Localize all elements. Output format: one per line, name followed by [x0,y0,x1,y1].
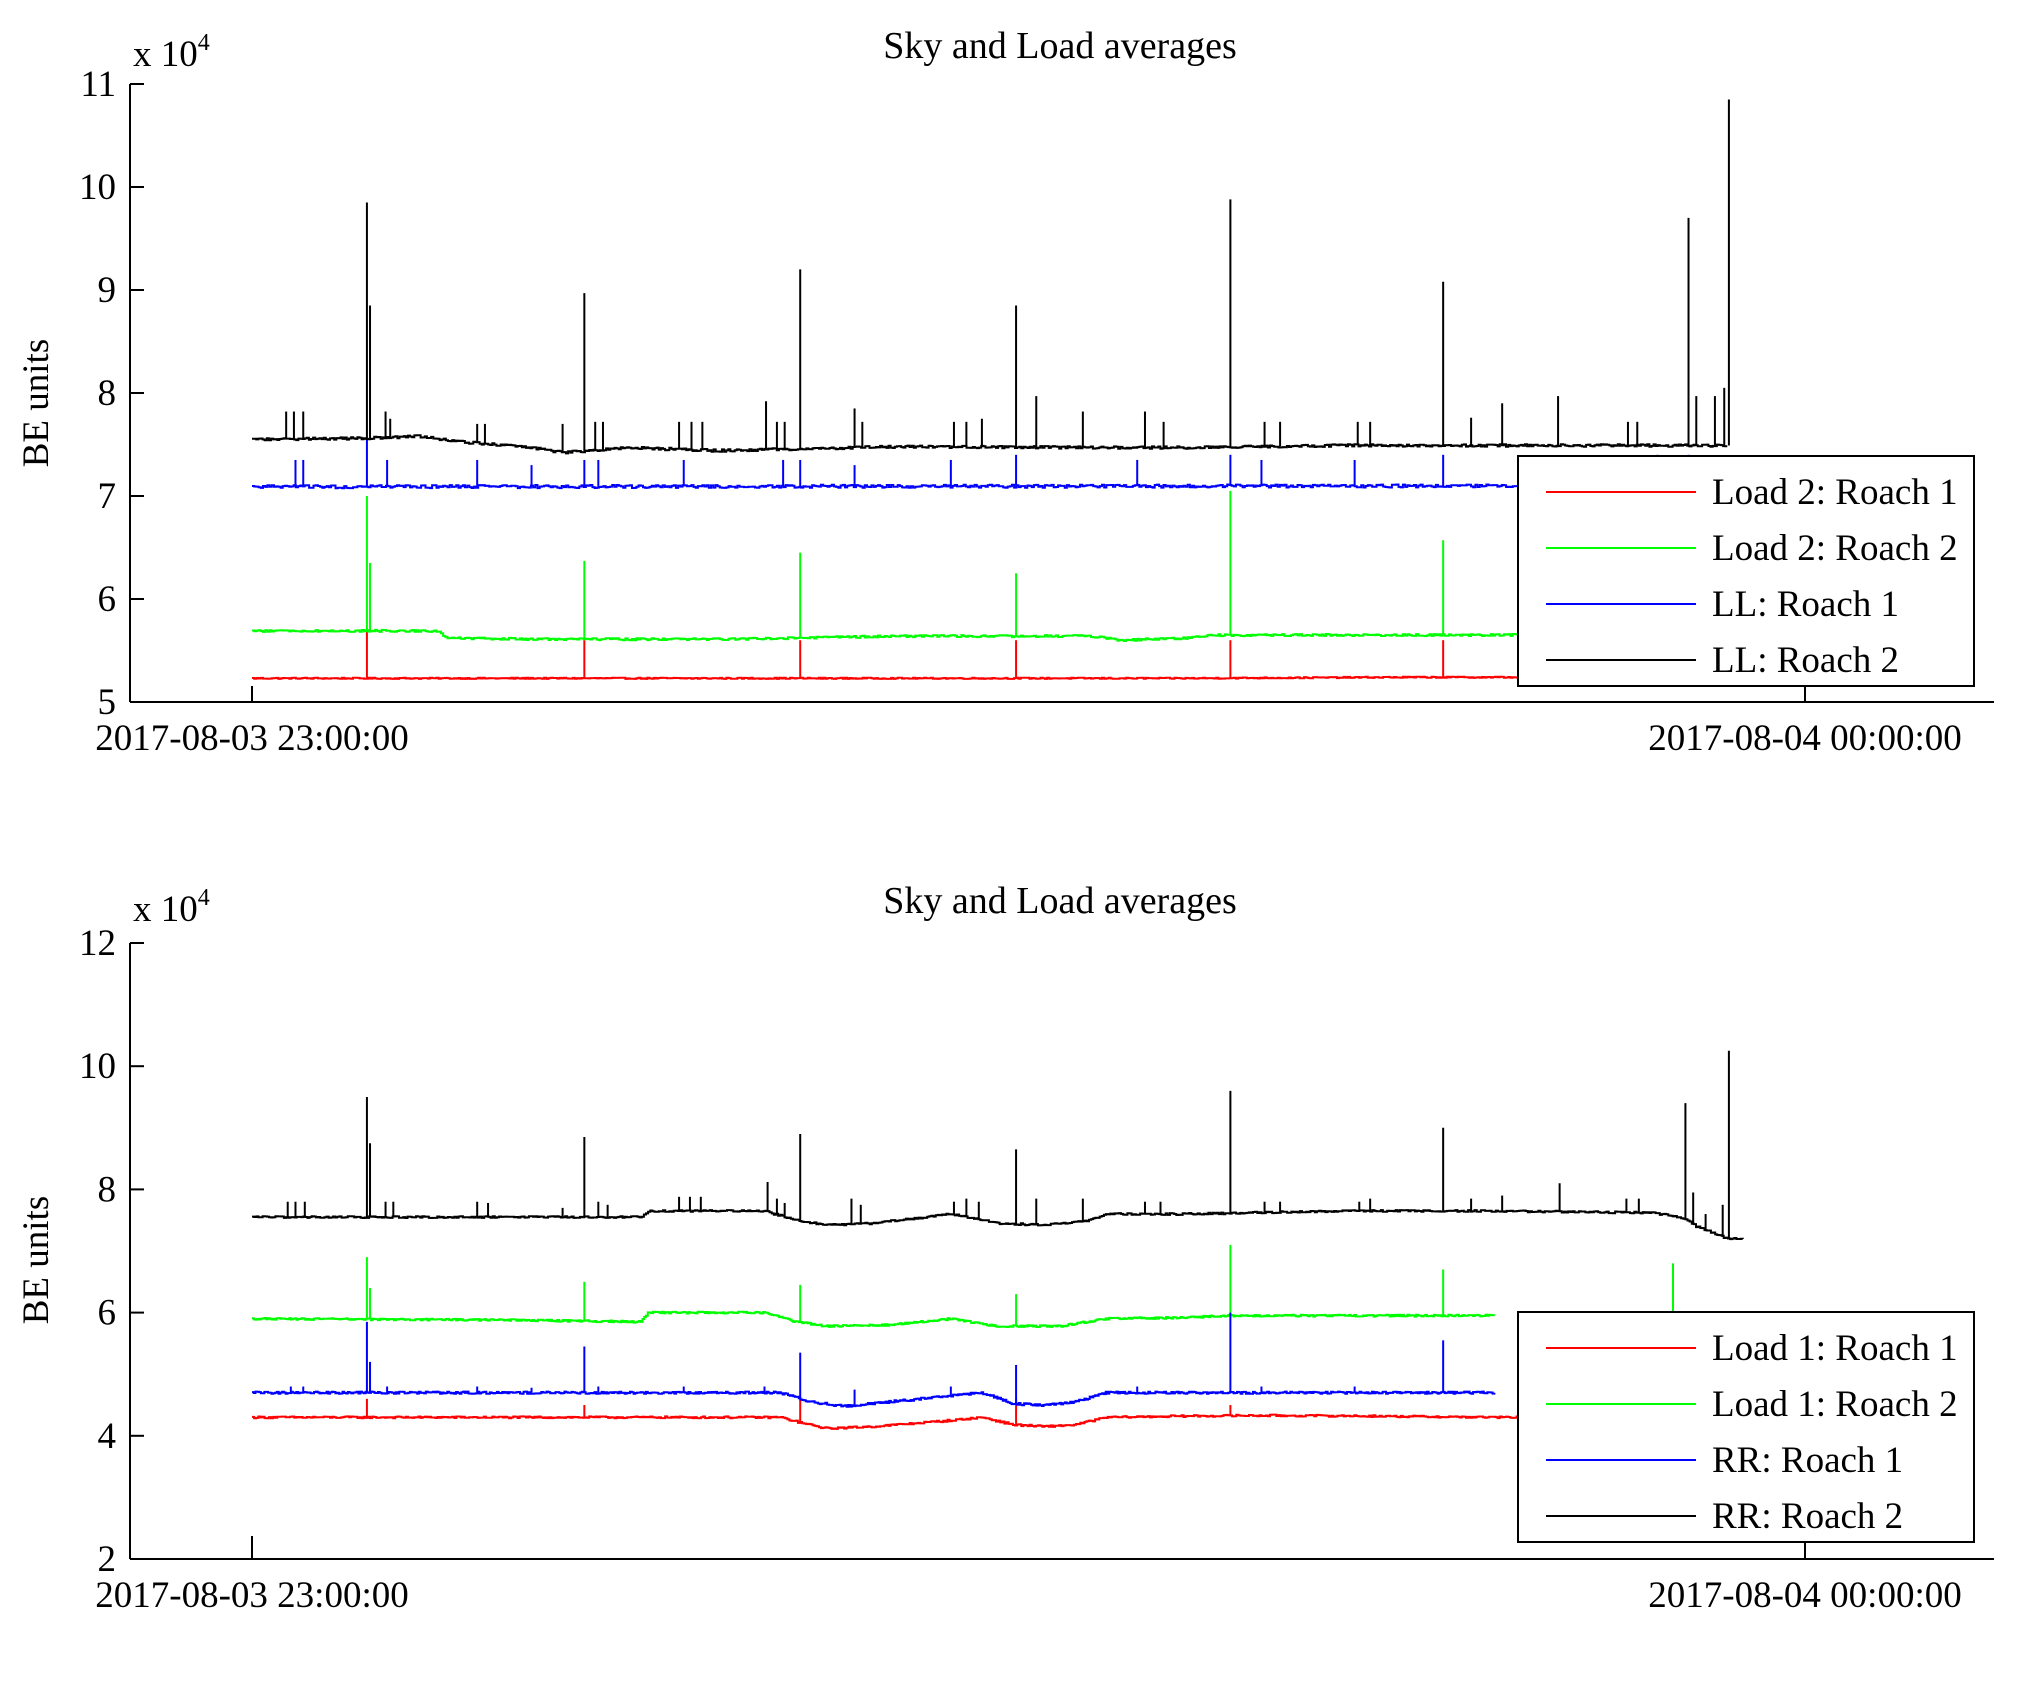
legend: Load 2: Roach 1 Load 2: Roach 2 LL: Roach … [1517,455,1975,687]
series-line [252,1310,1496,1328]
legend-label: Load 2: Roach 2 [1712,528,1958,569]
y-tick-label: 2 [98,1539,117,1580]
x-tick-label: 2017-08-03 23:00:00 [95,1575,408,1616]
y-ticks: 5 6 7 8 9 10 11 [79,64,144,723]
chart-title: Sky and Load averages [883,880,1237,922]
legend-label: RR: Roach 2 [1712,1496,1903,1537]
y-tick-label: 6 [98,579,117,620]
y-tick-label: 10 [79,1046,116,1087]
y-tick-label: 6 [98,1293,117,1334]
legend-label: Load 1: Roach 2 [1712,1384,1958,1425]
legend: Load 1: Roach 1 Load 1: Roach 2 RR: Roach … [1517,1311,1975,1543]
plot-area [252,1050,1744,1430]
y-tick-label: 9 [98,270,117,311]
chart-panel-top: Sky and Load averages x 104 BE units 5 6 7… [16,25,1994,759]
x-tick-label: 2017-08-04 00:00:00 [1648,718,1961,759]
y-tick-label: 5 [98,682,117,723]
y-tick-label: 12 [79,923,116,964]
x-tick-label: 2017-08-04 00:00:00 [1648,1575,1961,1616]
y-tick-label: 8 [98,1169,117,1210]
y-ticks: 2 4 6 8 10 12 [79,923,144,1580]
y-multiplier: x 104 [133,30,210,75]
y-tick-label: 8 [98,373,117,414]
legend-label: LL: Roach 2 [1712,640,1899,681]
chart-panel-bottom: Sky and Load averages x 104 BE units 2 4 6… [16,880,1994,1616]
y-tick-label: 10 [79,167,116,208]
legend-label: RR: Roach 1 [1712,1440,1903,1481]
y-tick-label: 4 [98,1416,117,1457]
y-multiplier: x 104 [133,885,210,930]
y-tick-label: 11 [80,64,116,105]
series-line [252,434,1728,455]
y-axis-label: BE units [16,1196,57,1325]
legend-label: Load 2: Roach 1 [1712,472,1958,513]
series-line [252,1390,1496,1408]
legend-box [1517,1311,1975,1543]
legend-label: LL: Roach 1 [1712,584,1899,625]
chart-title: Sky and Load averages [883,25,1237,67]
series-line [252,1413,1729,1430]
legend-box [1517,455,1975,687]
x-tick-label: 2017-08-03 23:00:00 [95,718,408,759]
series-line [252,1209,1744,1241]
y-tick-label: 7 [98,476,117,517]
y-axis-label: BE units [16,339,57,468]
legend-label: Load 1: Roach 1 [1712,1328,1958,1369]
